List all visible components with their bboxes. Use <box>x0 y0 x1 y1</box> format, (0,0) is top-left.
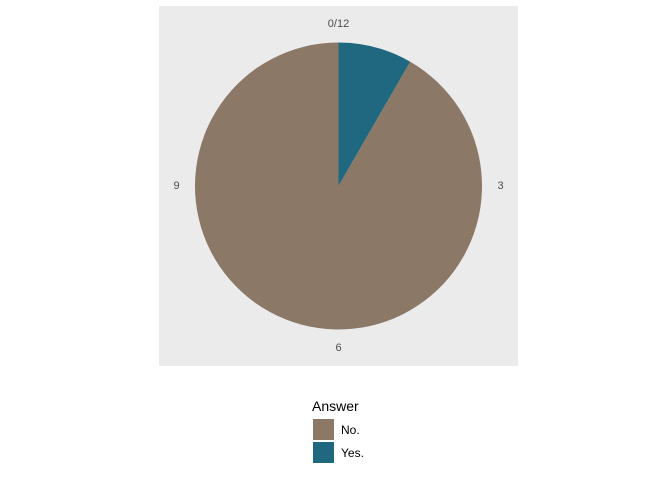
pie-slice-yes <box>338 42 411 186</box>
legend-entries: No. Yes. <box>313 419 364 463</box>
legend-title: Answer <box>312 398 359 414</box>
legend-swatch <box>313 442 334 463</box>
pie-slices <box>195 42 483 330</box>
tick-label: 6 <box>335 342 341 354</box>
legend-label: Yes. <box>341 446 364 460</box>
tick-label: 0/12 <box>328 18 349 30</box>
legend: Answer No. Yes. <box>312 398 364 463</box>
angular-tick-labels: 0/12 3 6 9 <box>173 18 503 354</box>
tick-label: 3 <box>497 180 503 192</box>
pie-slice-no <box>195 42 483 330</box>
legend-label: No. <box>341 423 360 437</box>
tick-label: 9 <box>173 180 179 192</box>
legend-swatch <box>313 419 334 440</box>
